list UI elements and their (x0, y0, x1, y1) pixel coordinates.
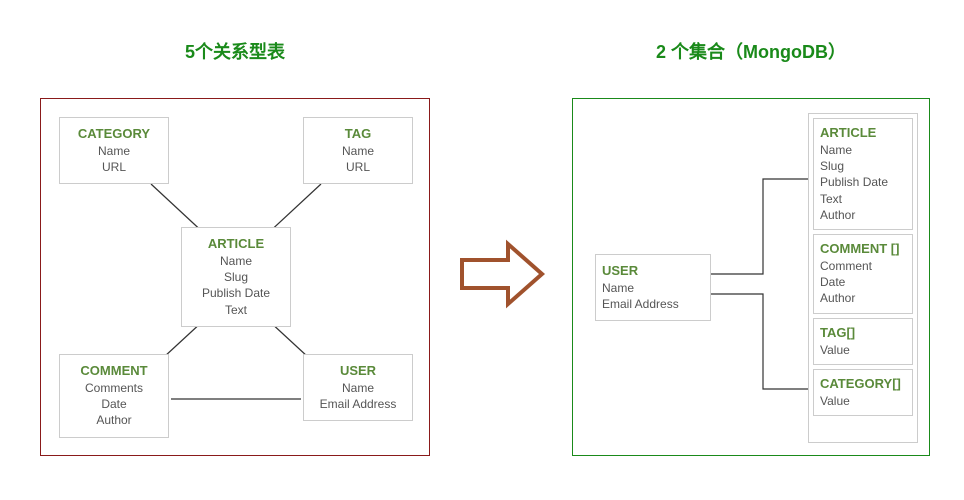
box-field: Email Address (310, 396, 406, 412)
box-title: USER (310, 363, 406, 378)
box-field: Value (820, 342, 906, 358)
box-title: ARTICLE (188, 236, 284, 251)
box-field: Comment (820, 258, 906, 274)
box-field: Name (310, 380, 406, 396)
title-right: 2 个集合（MongoDB） (572, 38, 930, 64)
box-field: Name (66, 143, 162, 159)
box-field: Name (820, 142, 906, 158)
box-tag-doc: TAG[] Value (813, 318, 913, 365)
panel-mongodb: USER Name Email Address ARTICLE Name Slu… (572, 98, 930, 456)
arrow-icon (458, 238, 548, 310)
box-title: TAG (310, 126, 406, 141)
box-field: URL (310, 159, 406, 175)
box-field: Slug (820, 158, 906, 174)
box-user-doc: USER Name Email Address (595, 254, 711, 321)
box-field: Name (602, 280, 704, 296)
box-category-doc: CATEGORY[] Value (813, 369, 913, 416)
box-field: Author (66, 412, 162, 428)
box-comment: COMMENT Comments Date Author (59, 354, 169, 438)
box-article-doc: ARTICLE Name Slug Publish Date Text Auth… (813, 118, 913, 230)
box-article: ARTICLE Name Slug Publish Date Text (181, 227, 291, 327)
box-title: ARTICLE (820, 125, 906, 140)
box-field: Value (820, 393, 906, 409)
box-field: Text (188, 302, 284, 318)
box-field: Date (820, 274, 906, 290)
box-title: CATEGORY[] (820, 376, 906, 391)
box-comment-doc: COMMENT [] Comment Date Author (813, 234, 913, 314)
box-field: URL (66, 159, 162, 175)
box-field: Name (310, 143, 406, 159)
box-field: Author (820, 207, 906, 223)
box-field: Publish Date (188, 285, 284, 301)
article-doc-container: ARTICLE Name Slug Publish Date Text Auth… (808, 113, 918, 443)
box-tag: TAG Name URL (303, 117, 413, 184)
box-field: Comments (66, 380, 162, 396)
box-field: Publish Date (820, 174, 906, 190)
box-field: Text (820, 191, 906, 207)
box-field: Email Address (602, 296, 704, 312)
box-title: TAG[] (820, 325, 906, 340)
box-user: USER Name Email Address (303, 354, 413, 421)
box-category: CATEGORY Name URL (59, 117, 169, 184)
box-field: Name (188, 253, 284, 269)
box-title: COMMENT (66, 363, 162, 378)
box-title: CATEGORY (66, 126, 162, 141)
box-field: Author (820, 290, 906, 306)
panel-relational: CATEGORY Name URL TAG Name URL ARTICLE N… (40, 98, 430, 456)
box-title: COMMENT [] (820, 241, 906, 256)
box-field: Date (66, 396, 162, 412)
title-left: 5个关系型表 (40, 38, 430, 64)
box-field: Slug (188, 269, 284, 285)
box-title: USER (602, 263, 704, 278)
